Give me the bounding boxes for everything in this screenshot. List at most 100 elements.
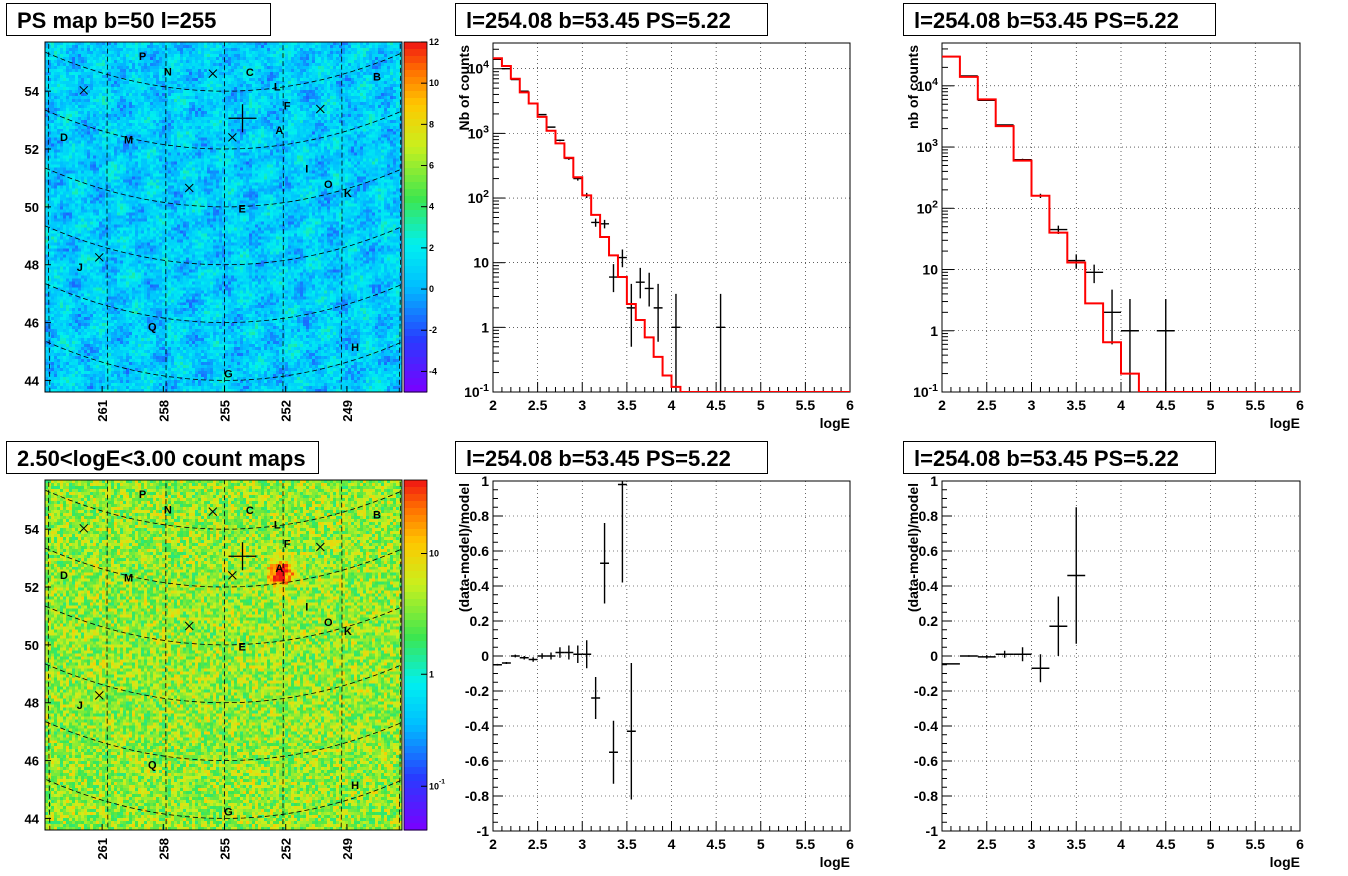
x-tick-label: 6 — [846, 836, 854, 852]
x-marker — [227, 571, 237, 580]
source-label: G — [224, 369, 233, 381]
colorbar-tick-label: 4 — [429, 202, 434, 212]
source-label: H — [351, 780, 359, 792]
x-tick-label: 4 — [1117, 397, 1125, 413]
y-tick-label: 0.2 — [919, 613, 939, 629]
colorbar-tick-label: 10 — [429, 549, 439, 559]
colorbar-tick-label: 6 — [429, 161, 434, 171]
data-point-errorbar — [573, 645, 583, 663]
x-tick-label: 5.5 — [1246, 836, 1266, 852]
colorbar-segment — [404, 119, 427, 127]
data-point-errorbar — [635, 267, 645, 299]
x-tick-label: 5.5 — [796, 397, 816, 413]
colorbar-segment — [404, 501, 427, 509]
colorbar-segment — [404, 280, 427, 288]
data-point-errorbar — [582, 640, 592, 669]
colorbar-segment — [404, 147, 427, 155]
colorbar-segment — [404, 536, 427, 544]
colorbar-segment — [404, 77, 427, 85]
y-tick-label: 102 — [468, 188, 490, 206]
colorbar-segment — [404, 343, 427, 351]
colorbar-segment — [404, 522, 427, 530]
source-overlays: P N C LF B A M D I O E K J Q H G — [60, 51, 381, 381]
data-point-errorbar — [1103, 289, 1121, 345]
map-lon-tick-label: 249 — [340, 400, 355, 422]
colorbar-frame — [403, 41, 428, 393]
x-axis-title: logE — [820, 854, 850, 870]
source-label: M — [124, 573, 133, 585]
data-point-errorbar — [959, 655, 978, 657]
x-tick-label: 3 — [578, 836, 586, 852]
colorbar-segment — [404, 494, 427, 502]
data-point-errorbar — [977, 655, 996, 659]
x-tick-label: 2 — [489, 836, 497, 852]
y-tick-label: 0.6 — [470, 543, 490, 559]
x-axis-title: logE — [820, 415, 850, 431]
source-label: A — [275, 563, 283, 575]
y-tick-label: 10 — [473, 255, 489, 271]
source-label: J — [77, 700, 83, 712]
colorbar-segment — [404, 371, 427, 379]
y-tick-label: 10 — [922, 262, 938, 278]
plot-series — [493, 481, 636, 800]
colorbar-segment — [404, 84, 427, 92]
colorbar-segment — [404, 746, 427, 754]
source-label: A — [275, 125, 283, 137]
x-marker — [94, 252, 104, 262]
source-label: D — [60, 132, 68, 144]
coordinate-grid — [45, 42, 402, 392]
colorbar-segment — [404, 725, 427, 733]
x-tick-label: 2.5 — [528, 397, 548, 413]
x-axis-title: logE — [1270, 854, 1300, 870]
map-frame — [44, 479, 403, 831]
source-label: N — [164, 505, 172, 517]
colorbar-segment — [404, 168, 427, 176]
source-label: L — [274, 82, 281, 94]
y-tick-label: -0.8 — [914, 788, 938, 804]
x-tick-label: 5.5 — [796, 836, 816, 852]
colorbar-segment — [404, 385, 427, 393]
source-label: F — [284, 539, 291, 551]
source-label: Q — [148, 760, 157, 772]
map-lat-tick-label: 44 — [25, 811, 40, 826]
latitude-grid-line — [45, 778, 402, 819]
ps-significance-image — [45, 42, 402, 392]
colorbar-segment — [404, 753, 427, 761]
map-frame — [44, 41, 403, 393]
colorbar-segment — [404, 606, 427, 614]
x-tick-label: 5 — [757, 397, 765, 413]
colorbar-segment — [404, 767, 427, 775]
source-label: K — [344, 626, 352, 638]
x-tick-label: 2 — [938, 836, 946, 852]
data-point-errorbar — [537, 113, 547, 116]
x-marker — [315, 104, 325, 114]
latitude-grid-line — [45, 167, 402, 208]
colorbar-segment — [404, 802, 427, 810]
colorbar-segment — [404, 634, 427, 642]
colorbar-segment — [404, 63, 427, 71]
map-lon-tick-label: 252 — [279, 838, 294, 860]
colorbar-tick-label: 12 — [429, 37, 439, 47]
latitude-grid-line — [45, 225, 402, 266]
source-label: F — [284, 101, 291, 113]
spectrum-left-title: l=254.08 b=53.45 PS=5.22 — [455, 3, 768, 36]
latitude-grid-line — [45, 340, 402, 381]
colorbar-segment — [404, 795, 427, 803]
source-label: J — [77, 262, 83, 274]
y-tick-label: 0 — [930, 648, 938, 664]
colorbar-segment — [404, 669, 427, 677]
x-tick-label: 4.5 — [1156, 397, 1176, 413]
residual-plot-left: 2 2.5 3 3.5 4 4.5 5 5.5 6 -1 -0.8 -0.6 -0.4 -0.2 0 0.2 0… — [456, 473, 854, 870]
source-label: L — [274, 520, 281, 532]
y-tick-label: -0.4 — [465, 718, 489, 734]
colorbar-segment — [404, 627, 427, 635]
colorbar-segment — [404, 105, 427, 113]
colorbar-tick-label: -4 — [429, 366, 437, 376]
colorbar-segment — [404, 266, 427, 274]
x-marker — [208, 507, 218, 517]
colorbar-segment — [404, 655, 427, 663]
data-point-errorbar — [555, 647, 565, 658]
x-tick-label: 5 — [1207, 836, 1215, 852]
colorbar-segment — [404, 620, 427, 628]
source-label: B — [373, 509, 381, 521]
